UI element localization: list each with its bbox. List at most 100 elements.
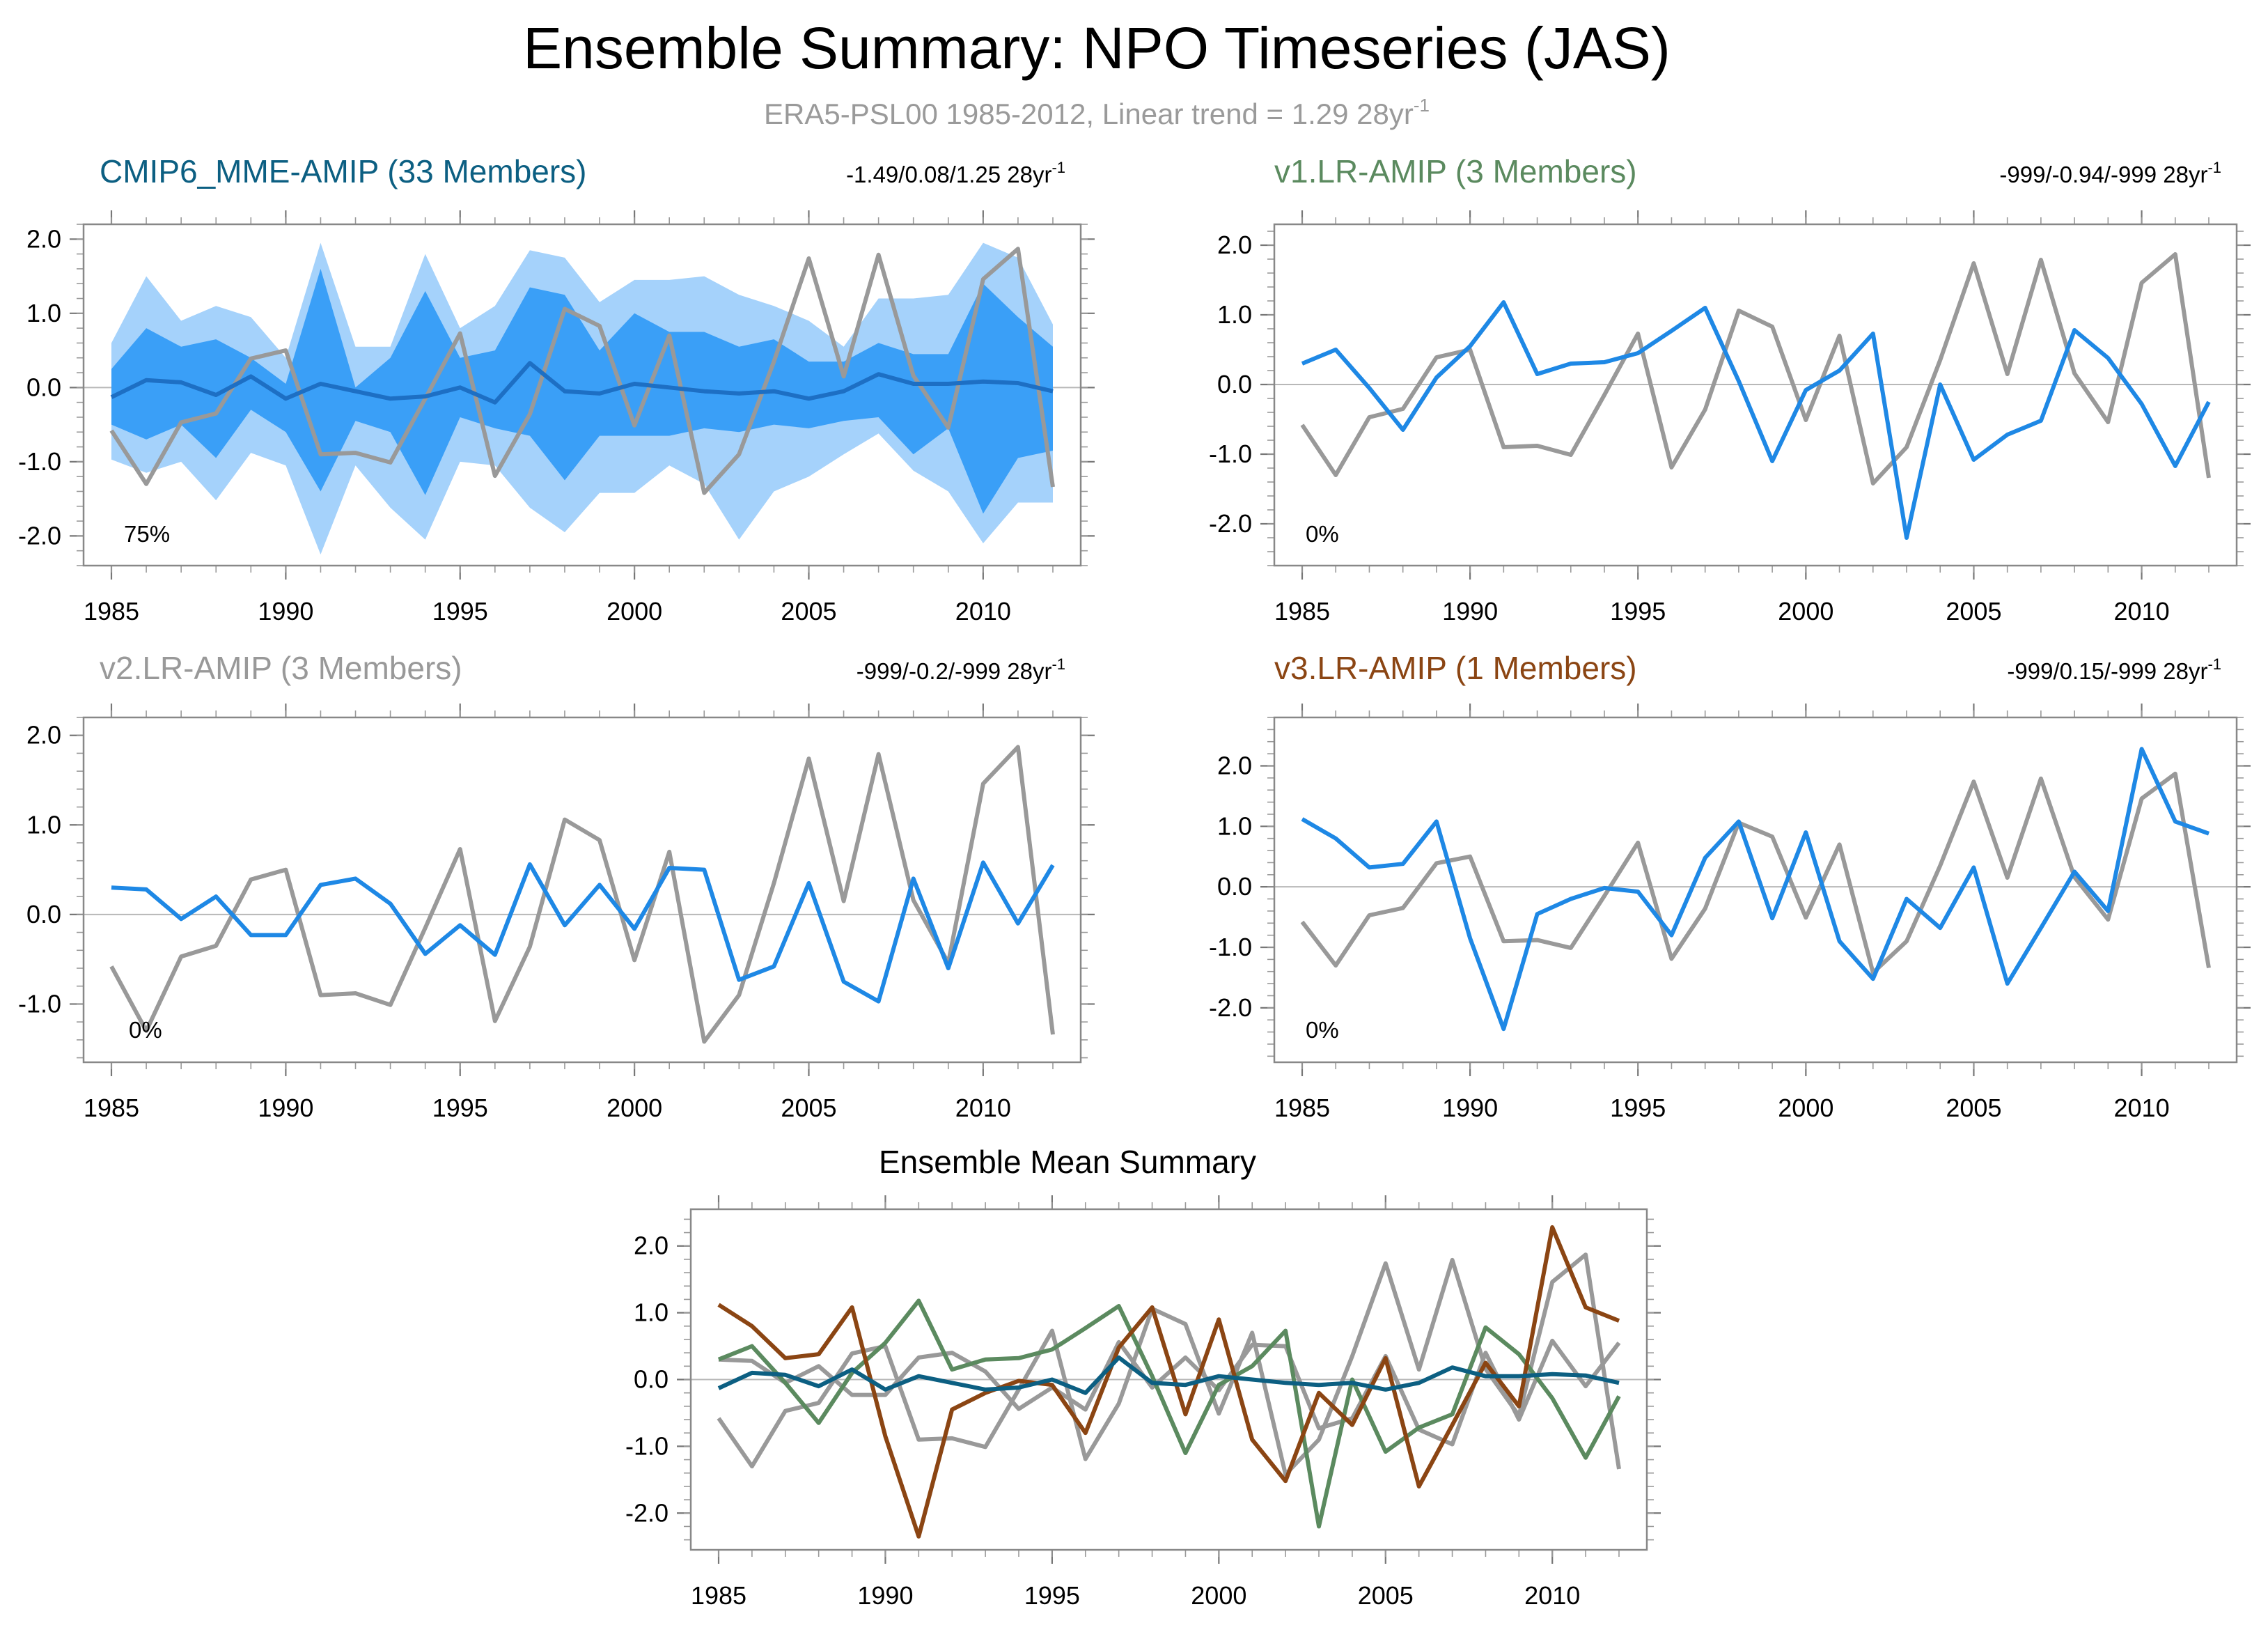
x-tick-label: 2010: [2114, 1094, 2170, 1122]
panel-title: Ensemble Mean Summary: [879, 1144, 1256, 1180]
subtitle-superscript: -1: [1414, 95, 1430, 116]
y-tick-label: 2.0: [26, 721, 61, 749]
series-v1-lr-amip: [717, 1298, 1621, 1529]
panel-2: v1.LR-AMIP (3 Members) -999/-0.94/-999 28…: [1209, 153, 2251, 626]
x-tick-label: 2000: [1778, 1094, 1833, 1122]
x-tick-label: 1995: [432, 597, 488, 626]
panel-stat-superscript: -1: [1051, 159, 1065, 176]
x-tick-label: 1990: [857, 1581, 913, 1610]
panel-4: v3.LR-AMIP (1 Members) -999/0.15/-999 28y…: [1209, 650, 2251, 1122]
x-tick-label: 2005: [1358, 1581, 1414, 1610]
x-tick-label: 2000: [607, 1094, 662, 1122]
x-tick-label: 2010: [955, 597, 1011, 626]
plot-frame: [82, 716, 1082, 1064]
x-tick-label: 2010: [955, 1094, 1011, 1122]
panel-stat-text: -1.49/0.08/1.25 28yr: [846, 162, 1051, 187]
series-era5-psl00: [109, 745, 1055, 1044]
series-cmip6-mme-amip: [717, 1355, 1620, 1395]
plot-frame: [1273, 716, 2238, 1064]
series-v2-lr-amip: [718, 1338, 1621, 1447]
panel-title: v3.LR-AMIP (1 Members): [1274, 650, 1637, 686]
y-tick-label: 0.0: [634, 1365, 668, 1394]
series-era5-psl00: [717, 1252, 1621, 1477]
subtitle-text: ERA5-PSL00 1985-2012, Linear trend = 1.2…: [764, 98, 1414, 130]
y-tick-label: -1.0: [1209, 440, 1252, 468]
x-tick-label: 2005: [781, 597, 836, 626]
y-tick-label: -2.0: [1209, 993, 1252, 1022]
x-tick-label: 1985: [84, 1094, 139, 1122]
x-tick-label: 2005: [1946, 597, 2001, 626]
percent-label: 0%: [1306, 1017, 1339, 1043]
y-tick-label: 0.0: [26, 373, 61, 401]
y-tick-label: -1.0: [18, 989, 61, 1018]
x-tick-label: 1990: [258, 597, 313, 626]
y-tick-label: 2.0: [1217, 751, 1252, 779]
x-tick-label: 1985: [84, 597, 139, 626]
panel-stat-text: -999/0.15/-999 28yr: [2007, 658, 2207, 684]
panel-stat: -999/-0.94/-999 28yr-1: [1999, 159, 2221, 187]
x-tick-label: 1995: [1610, 597, 1666, 626]
figure-title: Ensemble Summary: NPO Timeseries (JAS): [523, 15, 1671, 81]
y-tick-label: 0.0: [1217, 872, 1252, 901]
panel-stat-text: -999/-0.94/-999 28yr: [1999, 162, 2207, 187]
x-tick-label: 1995: [432, 1094, 488, 1122]
x-tick-label: 2005: [1946, 1094, 2001, 1122]
series-v1-lr-amip: [1301, 300, 2211, 540]
y-tick-label: 0.0: [26, 900, 61, 929]
x-tick-label: 2010: [1524, 1581, 1580, 1610]
x-tick-label: 1985: [1274, 1094, 1330, 1122]
panel-title: v1.LR-AMIP (3 Members): [1274, 153, 1637, 189]
x-tick-label: 2010: [2114, 597, 2170, 626]
panel-title: CMIP6_MME-AMIP (33 Members): [100, 153, 587, 189]
panel-1: CMIP6_MME-AMIP (33 Members) -1.49/0.08/1.…: [18, 153, 1095, 626]
y-tick-label: -1.0: [625, 1431, 668, 1460]
panel-stat-superscript: -1: [2207, 655, 2221, 673]
y-tick-label: -2.0: [18, 521, 61, 550]
y-tick-label: 1.0: [1217, 811, 1252, 840]
panel-stat-superscript: -1: [2207, 159, 2221, 176]
panel-stat-superscript: -1: [1051, 655, 1065, 673]
x-tick-label: 1995: [1024, 1581, 1080, 1610]
percent-label: 75%: [124, 521, 170, 547]
x-tick-label: 2000: [1191, 1581, 1246, 1610]
series-v3-lr-amip: [1301, 747, 2210, 1032]
panel-3: v2.LR-AMIP (3 Members) -999/-0.2/-999 28y…: [18, 650, 1095, 1122]
y-tick-label: -2.0: [625, 1498, 668, 1527]
panel-5: Ensemble Mean Summary 2.0 1.0 0.0 -1.0 -2.0 19…: [625, 1144, 1661, 1610]
x-tick-label: 2000: [607, 597, 662, 626]
series-v3-lr-amip: [717, 1225, 1620, 1539]
x-tick-label: 1995: [1610, 1094, 1666, 1122]
x-tick-label: 1985: [1274, 597, 1330, 626]
plot-frame: [82, 223, 1082, 567]
y-tick-label: -1.0: [1209, 933, 1252, 961]
x-tick-label: 2000: [1778, 597, 1833, 626]
y-tick-label: 1.0: [26, 299, 61, 327]
panel-stat-text: -999/-0.2/-999 28yr: [857, 658, 1052, 684]
panels: CMIP6_MME-AMIP (33 Members) -1.49/0.08/1.…: [18, 153, 2251, 1610]
series-era5-psl00: [109, 247, 1055, 495]
y-tick-label: 1.0: [26, 810, 61, 839]
panel-stat: -999/0.15/-999 28yr-1: [2007, 655, 2221, 684]
y-tick-label: 1.0: [634, 1298, 668, 1327]
y-tick-label: 2.0: [26, 224, 61, 253]
series-v2-lr-amip: [111, 860, 1055, 1004]
figure-subtitle: ERA5-PSL00 1985-2012, Linear trend = 1.2…: [764, 95, 1430, 130]
x-tick-label: 1985: [691, 1581, 746, 1610]
y-tick-label: 1.0: [1217, 300, 1252, 329]
x-tick-label: 2005: [781, 1094, 836, 1122]
x-tick-label: 1990: [258, 1094, 313, 1122]
y-tick-label: 2.0: [634, 1232, 668, 1260]
plot-frame: [689, 1208, 1648, 1551]
percent-label: 0%: [1306, 521, 1339, 547]
y-tick-label: -1.0: [18, 447, 61, 476]
series-era5-psl00: [1300, 771, 2211, 975]
x-tick-label: 1990: [1442, 1094, 1498, 1122]
panel-title: v2.LR-AMIP (3 Members): [100, 650, 462, 686]
series-ensemble-mean: [110, 361, 1054, 405]
x-tick-label: 1990: [1442, 597, 1498, 626]
y-tick-label: -2.0: [1209, 509, 1252, 538]
percent-label: 0%: [129, 1017, 162, 1043]
panel-stat: -1.49/0.08/1.25 28yr-1: [846, 159, 1065, 187]
series-era5-psl00: [1300, 252, 2211, 486]
